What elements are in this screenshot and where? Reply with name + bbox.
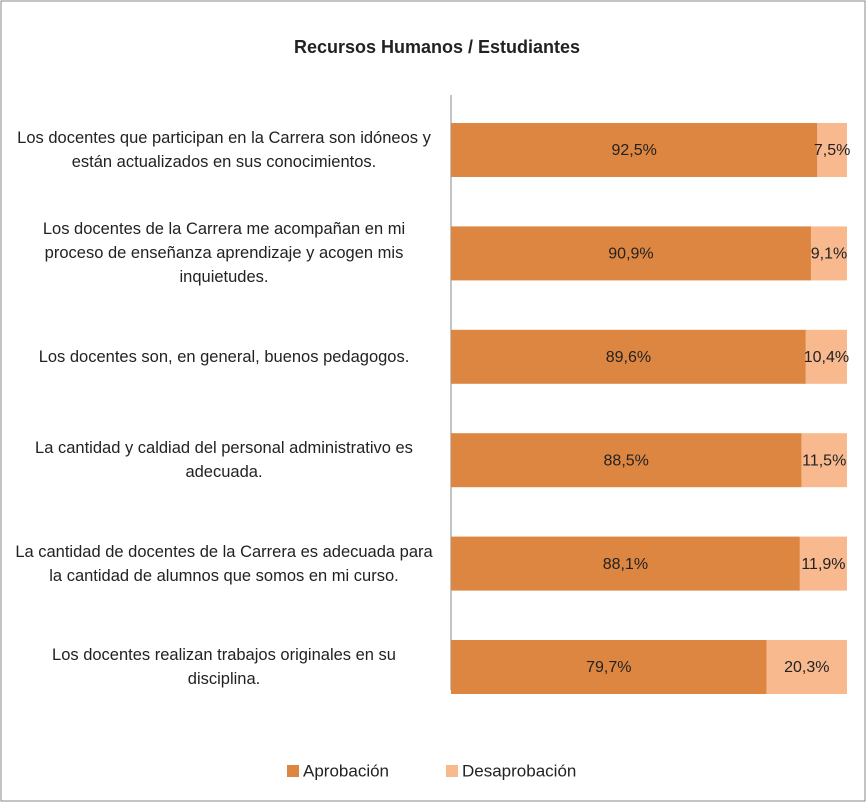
data-label: 11,9% (801, 556, 845, 573)
legend-label: Desaprobación (462, 761, 576, 780)
data-label: 9,1% (811, 246, 847, 263)
data-label: 79,7% (586, 659, 631, 676)
legend-swatch (446, 765, 458, 777)
data-label: 11,5% (802, 452, 846, 469)
category-label: La cantidad de docentes de la Carrera es… (15, 542, 433, 585)
bar-segment (801, 433, 847, 488)
data-label: 20,3% (784, 659, 829, 676)
data-label: 90,9% (608, 246, 653, 263)
legend-label: Aprobación (303, 761, 389, 780)
category-label: Los docentes son, en general, buenos ped… (38, 347, 410, 366)
bar-segment (817, 123, 847, 177)
bar-segment (451, 433, 802, 488)
data-label: 89,6% (606, 349, 651, 366)
data-label: 92,5% (611, 142, 656, 159)
bar-segment (451, 640, 767, 694)
category-label: Los docentes de la Carrera me acompañan … (42, 220, 406, 287)
bar-segment (805, 329, 847, 384)
category-label: La cantidad y caldiad del personal admin… (35, 439, 413, 482)
data-label: 10,4% (804, 349, 849, 366)
category-label: Los docentes realizan trabajos originale… (52, 646, 396, 688)
data-label: 7,5% (814, 142, 850, 159)
legend-swatch (287, 765, 299, 777)
bar-segment (451, 226, 811, 281)
bar-segment (810, 226, 847, 281)
data-label: 88,5% (604, 452, 649, 469)
category-label: Los docentes que participan en la Carrer… (17, 129, 431, 171)
bar-segment (451, 536, 800, 591)
chart-title: Recursos Humanos / Estudiantes (294, 37, 580, 57)
bar-segment (451, 123, 818, 177)
bar-segment (799, 536, 847, 591)
bar-segment (451, 329, 806, 384)
bar-segment (766, 640, 847, 694)
data-label: 88,1% (603, 556, 648, 573)
